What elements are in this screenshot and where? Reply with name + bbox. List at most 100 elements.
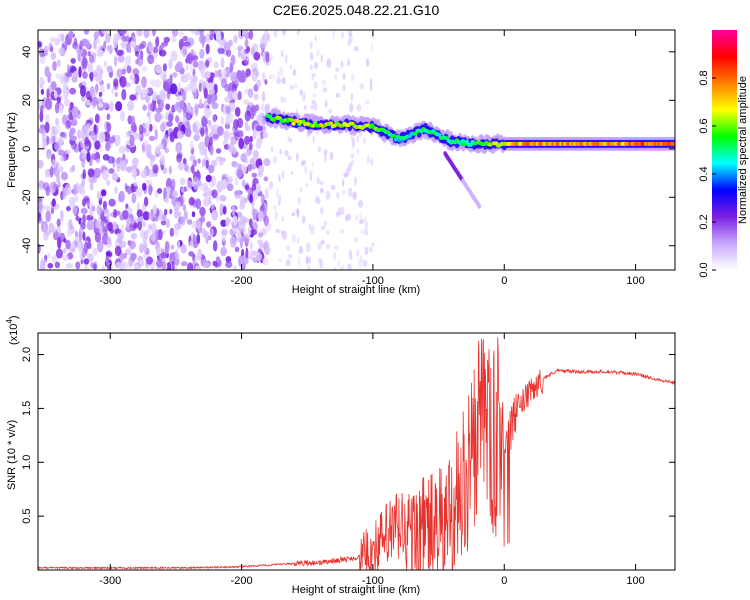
spectrogram-noise-cell — [95, 220, 101, 229]
y-tick-label: 0 — [21, 146, 33, 152]
spectrogram-noise-cell — [330, 184, 336, 191]
spectrogram-noise-cell — [154, 112, 162, 123]
spectrogram-noise-cell — [358, 200, 363, 208]
spectrogram-noise-cell — [230, 54, 236, 66]
spectrogram-noise-cell — [52, 60, 57, 72]
spectrogram-noise-cell — [157, 188, 163, 194]
spectrogram-noise-cell — [143, 196, 149, 207]
spectrogram-noise-cell — [122, 153, 126, 162]
spectrogram-noise-cell — [297, 30, 301, 35]
spectrogram-noise-cell — [260, 227, 268, 234]
spectrogram-noise-cell — [135, 59, 139, 65]
snr-y-ticks: 0.5 1.0 1.5 2.0 — [21, 347, 675, 524]
spectrogram-noise-cell — [194, 265, 201, 270]
spectrogram-noise-cell — [61, 33, 65, 42]
spectrogram-noise-cell — [370, 159, 373, 167]
spectrogram-noise-cell — [323, 220, 328, 227]
spectrogram-noise-cell — [157, 150, 161, 157]
spectrogram-noise-cell — [263, 210, 267, 216]
spectrogram-noise-cell — [279, 149, 283, 155]
spectrogram-noise-cell — [182, 106, 187, 118]
spectrogram-noise-cell — [142, 235, 148, 245]
spectrogram-noise-cell — [350, 153, 355, 159]
spectrogram-noise-cell — [154, 79, 162, 88]
spectrogram-noise-cell — [121, 43, 127, 50]
spectrogram-noise-cell — [166, 262, 172, 270]
spectrogram-noise-cell — [329, 151, 334, 161]
spectrogram-noise-cell — [78, 66, 82, 78]
spectrogram-noise-cell — [174, 222, 182, 230]
spectrogram-noise-cell — [278, 174, 281, 183]
spectrogram-noise-cell — [80, 258, 84, 265]
spectrogram-noise-cell — [98, 44, 104, 50]
spectrogram-noise-cell — [249, 135, 253, 143]
spectrogram-noise-cell — [116, 49, 124, 57]
spectrogram-noise-cell — [303, 91, 306, 97]
spectrogram-noise-cell — [277, 71, 281, 77]
spectrogram-noise-cell — [102, 102, 110, 109]
spectrogram-noise-cell — [279, 66, 284, 76]
spectrogram-noise-cell — [234, 177, 239, 186]
spectrogram-noise-cell — [187, 102, 191, 115]
spectrogram-noise-cell — [162, 213, 167, 222]
spectrogram-noise-cell — [119, 30, 127, 35]
spectrogram-noise-cell — [60, 171, 68, 181]
spectrogram-noise-cell — [109, 100, 114, 113]
spectrogram-noise-cell — [340, 265, 345, 270]
x-tick-label: -100 — [362, 275, 384, 287]
spectrogram-noise-cell — [142, 221, 146, 228]
spectrogram-noise-cell — [70, 241, 76, 252]
spectrogram-noise-cell — [313, 102, 318, 111]
spectrogram-noise-cell — [199, 143, 205, 155]
spectrogram-noise-cell — [248, 88, 254, 99]
spectrogram-noise-cell — [135, 187, 143, 198]
spectrogram-noise-cell — [263, 176, 269, 182]
spectrogram-noise-cell — [210, 228, 214, 237]
spectrogram-noise-cell — [74, 230, 79, 238]
spectrogram-noise-cell — [203, 87, 208, 100]
spectrogram-noise-cell — [80, 207, 88, 214]
spectrogram-noise-cell — [211, 209, 219, 221]
spectrogram-noise-cell — [369, 78, 373, 87]
spectrogram-noise-cell — [300, 160, 305, 167]
spectrogram-noise-cell — [186, 262, 194, 270]
spectrogram-noise-cell — [132, 222, 139, 229]
spectrogram-noise-cell — [105, 254, 110, 266]
spectrogram-noise-cell — [180, 261, 188, 267]
spectrogram-noise-cell — [111, 88, 115, 95]
spectrogram-noise-cell — [199, 48, 205, 59]
spectrogram-noise-cell — [40, 257, 47, 264]
spectrogram-noise-cell — [350, 93, 354, 102]
spectrogram-noise-cell — [106, 265, 111, 270]
spectrogram-noise-cell — [208, 164, 215, 174]
spectrogram-noise-cell — [201, 115, 208, 128]
spectrogram-noise-cell — [40, 88, 45, 95]
colorbar-tick-label: 0.2 — [698, 214, 710, 229]
spectrogram-ridge-core — [289, 118, 294, 122]
spectrogram-noise-cell — [317, 146, 322, 153]
snr-panel: -300 -200 -100 0 100 0.5 1.0 1.5 2.0 Height of … — [5, 315, 676, 596]
spectrogram-x-label: Height of straight line (km) — [292, 284, 420, 296]
spectrogram-noise-cell — [297, 237, 300, 245]
spectrogram-noise-cell — [289, 137, 292, 143]
spectrogram-noise-cell — [102, 225, 108, 233]
y-tick-label: 1.0 — [21, 455, 33, 470]
spectrogram-noise-cell — [263, 33, 268, 45]
spectrogram-noise-cell — [135, 84, 142, 96]
spectrogram-noise-cell — [80, 85, 86, 97]
spectrogram-noise-cell — [190, 30, 196, 34]
spectrogram-noise-cell — [348, 34, 353, 44]
spectrogram-noise-cell — [93, 124, 99, 136]
spectrogram-field — [38, 30, 675, 270]
spectrogram-noise-cell — [281, 215, 284, 223]
spectrogram-noise-cell — [310, 64, 313, 71]
spectrogram-noise-cell — [273, 204, 277, 211]
spectrogram-noise-cell — [87, 50, 92, 57]
spectrogram-noise-cell — [341, 189, 347, 195]
spectrogram-noise-cell — [51, 135, 56, 143]
spectrogram-noise-cell — [194, 92, 198, 100]
spectrogram-noise-cell — [54, 261, 61, 269]
spectrogram-noise-cell — [225, 115, 232, 126]
spectrogram-noise-cell — [50, 52, 57, 60]
